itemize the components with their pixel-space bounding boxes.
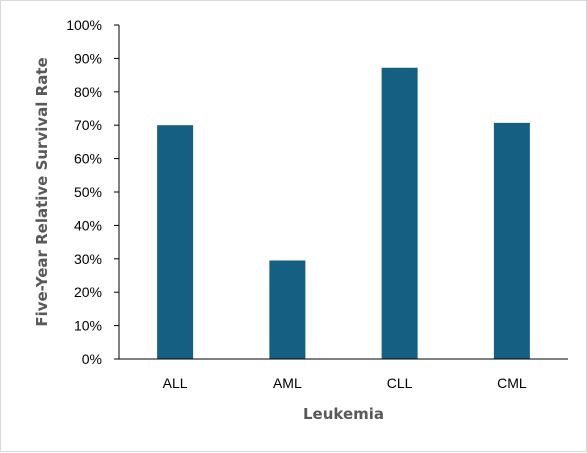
y-tick-label: 60% [74,151,102,167]
x-tick-label: CML [497,375,527,391]
x-tick-label: CLL [387,375,413,391]
bars [157,67,530,359]
y-tick-label: 80% [74,84,102,100]
y-axis-title: Five-Year Relative Survival Rate [33,57,51,326]
y-tick-label: 50% [74,184,102,200]
y-axis-ticks: 0% 10% 20% 30% 40% 50% 60% 70% 80% 90% 100% [66,17,119,367]
y-tick-label: 70% [74,117,102,133]
y-tick-label: 40% [74,217,102,233]
y-tick-label: 100% [66,17,102,33]
bar-all [157,125,194,359]
x-axis-title: Leukemia [303,405,384,423]
x-tick-label: ALL [163,375,188,391]
y-tick-label: 90% [74,50,102,66]
y-tick-label: 0% [82,351,102,367]
x-tick-label: AML [273,375,302,391]
x-axis-ticks: ALL AML CLL CML [163,375,527,391]
y-tick-label: 10% [74,318,102,334]
y-tick-label: 30% [74,251,102,267]
bar-cll [381,67,418,359]
bar-aml [269,260,306,359]
y-tick-label: 20% [74,284,102,300]
bar-cml [493,122,530,359]
